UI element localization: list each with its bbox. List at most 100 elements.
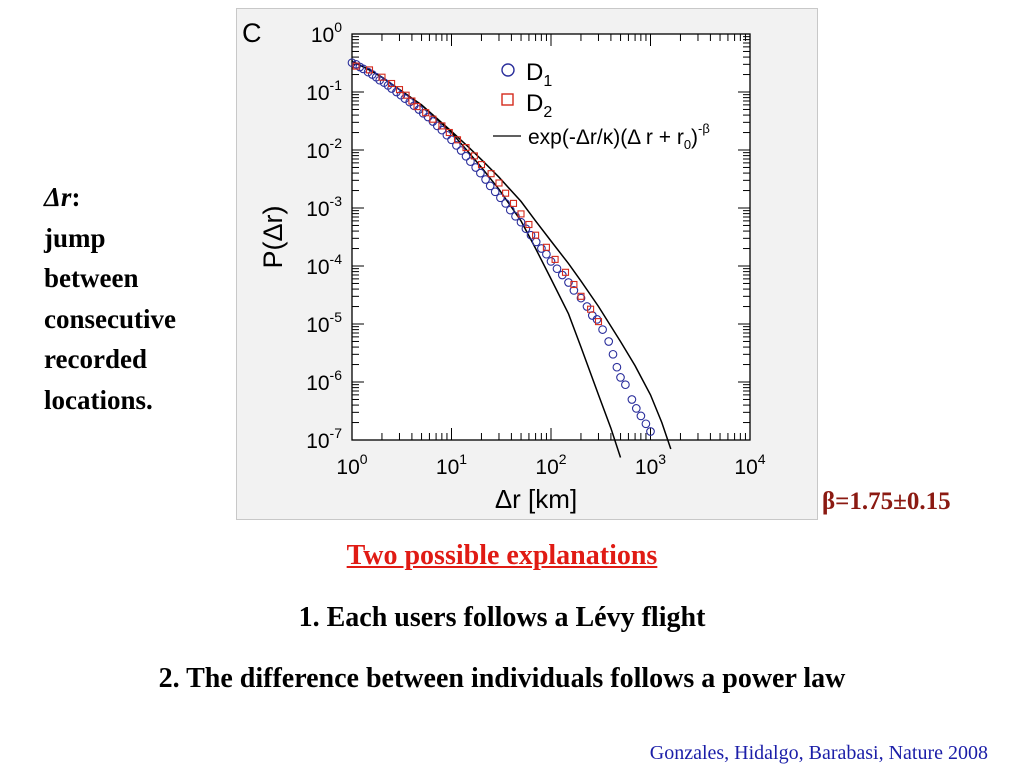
point-d1: [501, 199, 510, 208]
point-d2: [517, 210, 525, 218]
y-tick-label: 10-3: [306, 193, 342, 221]
point-d1: [631, 404, 641, 413]
point-d1: [485, 181, 495, 191]
x-tick-label: 104: [734, 451, 765, 479]
point-d2: [438, 122, 446, 130]
point-d1: [641, 419, 651, 429]
beta-value: β=1.75±0.15: [822, 488, 951, 515]
point-d2: [352, 62, 360, 70]
point-d2: [470, 152, 478, 160]
y-tick-label: 10-7: [306, 425, 342, 453]
point-d1: [437, 125, 447, 135]
legend-circle-marker: [501, 63, 515, 77]
point-d1: [564, 278, 573, 287]
point-d2: [408, 97, 416, 105]
point-d2: [453, 136, 462, 144]
point-d1: [592, 315, 602, 324]
point-d2: [570, 280, 578, 289]
side-label-line: consecutive: [44, 303, 176, 334]
y-tick-label: 100: [311, 19, 342, 47]
point-d2: [532, 231, 540, 239]
point-d1: [636, 411, 646, 421]
side-label-line: recorded: [44, 344, 147, 375]
plot-area: [351, 33, 751, 441]
legend-d2-label: D2: [526, 90, 552, 121]
y-tick-label: 10-2: [306, 135, 342, 163]
x-axis-label: Δr [km]: [495, 484, 577, 514]
explanation-2: 2. The difference between individuals fo…: [158, 663, 846, 694]
y-tick-label: 10-6: [306, 367, 342, 395]
tick-labels: 100 101 102 103 104 100 10-1 10-2 10-3 10-4 10-5 10…: [306, 19, 766, 479]
y-tick-label: 10-1: [306, 77, 342, 105]
point-d2: [413, 103, 421, 111]
y-tick-label: 10-5: [306, 309, 342, 337]
point-d1: [452, 141, 461, 150]
point-d2: [445, 128, 453, 137]
point-d1: [428, 117, 438, 126]
side-label-term: Δr: [44, 182, 72, 212]
point-d1: [598, 325, 607, 334]
point-d1: [608, 349, 618, 359]
point-d2: [462, 144, 470, 152]
point-d1: [621, 380, 630, 390]
point-d2: [577, 292, 585, 300]
point-d1: [461, 151, 471, 161]
point-d1: [546, 257, 556, 266]
point-d1: [363, 67, 373, 77]
point-d2: [509, 199, 518, 207]
point-d1: [481, 175, 490, 184]
point-d2: [477, 161, 486, 169]
axis-ticks: [351, 34, 750, 441]
citation: Gonzales, Hidalgo, Barabasi, Nature 2008: [649, 742, 988, 764]
point-d1: [476, 168, 485, 178]
y-tick-label: 10-4: [306, 251, 342, 279]
x-tick-label: 102: [535, 451, 566, 479]
point-d2: [402, 91, 410, 99]
point-d2: [525, 220, 533, 229]
side-label-line: between: [44, 263, 139, 294]
point-d1: [466, 157, 475, 166]
side-label-colon: :: [71, 182, 81, 212]
point-d1: [604, 337, 614, 346]
legend-fit-label: exp(-Δr/κ)(Δ r + r0)-β: [528, 121, 710, 152]
point-d2: [422, 109, 430, 117]
point-d1: [552, 264, 562, 274]
explanations-title: Two possible explanations: [346, 540, 658, 571]
point-d2: [487, 170, 495, 178]
x-tick-label: 103: [635, 451, 666, 479]
point-d2: [388, 79, 396, 88]
point-d1: [423, 112, 433, 122]
legend: D1 D2 exp(-Δr/κ)(Δ r + r0)-β: [493, 59, 710, 152]
point-d2: [429, 115, 437, 123]
point-d2: [542, 243, 550, 251]
point-d1: [511, 211, 520, 221]
fit-curve-fit-2: [351, 60, 672, 450]
point-d2: [587, 305, 595, 313]
point-d2: [365, 66, 374, 74]
point-d1: [569, 286, 579, 295]
point-d2: [495, 179, 503, 187]
point-d1: [516, 217, 526, 227]
explanation-1: 1. Each users follows a Lévy flight: [298, 602, 706, 633]
point-d2: [594, 318, 603, 326]
point-d1: [496, 193, 505, 203]
point-d1: [646, 427, 655, 436]
point-d1: [526, 230, 536, 240]
side-label: Δr: jump between consecutive recorded lo…: [44, 177, 234, 421]
x-tick-label: 100: [336, 451, 367, 479]
side-label-line: locations.: [44, 384, 153, 415]
x-tick-label: 101: [436, 451, 467, 479]
point-d1: [490, 187, 500, 197]
y-axis-label: P(Δr): [258, 205, 288, 268]
chart: C 100 101 102 103 104 100 10-1 10-2 10-3 10-4 10-5…: [236, 8, 818, 520]
point-d1: [616, 373, 625, 382]
point-d2: [561, 268, 570, 276]
point-d2: [502, 189, 510, 197]
point-d1: [576, 293, 586, 303]
legend-d1-label: D1: [526, 59, 552, 90]
point-d1: [627, 395, 637, 404]
point-d2: [378, 73, 386, 81]
point-d2: [395, 86, 404, 94]
point-d1: [537, 244, 546, 253]
data-markers: [347, 58, 655, 436]
